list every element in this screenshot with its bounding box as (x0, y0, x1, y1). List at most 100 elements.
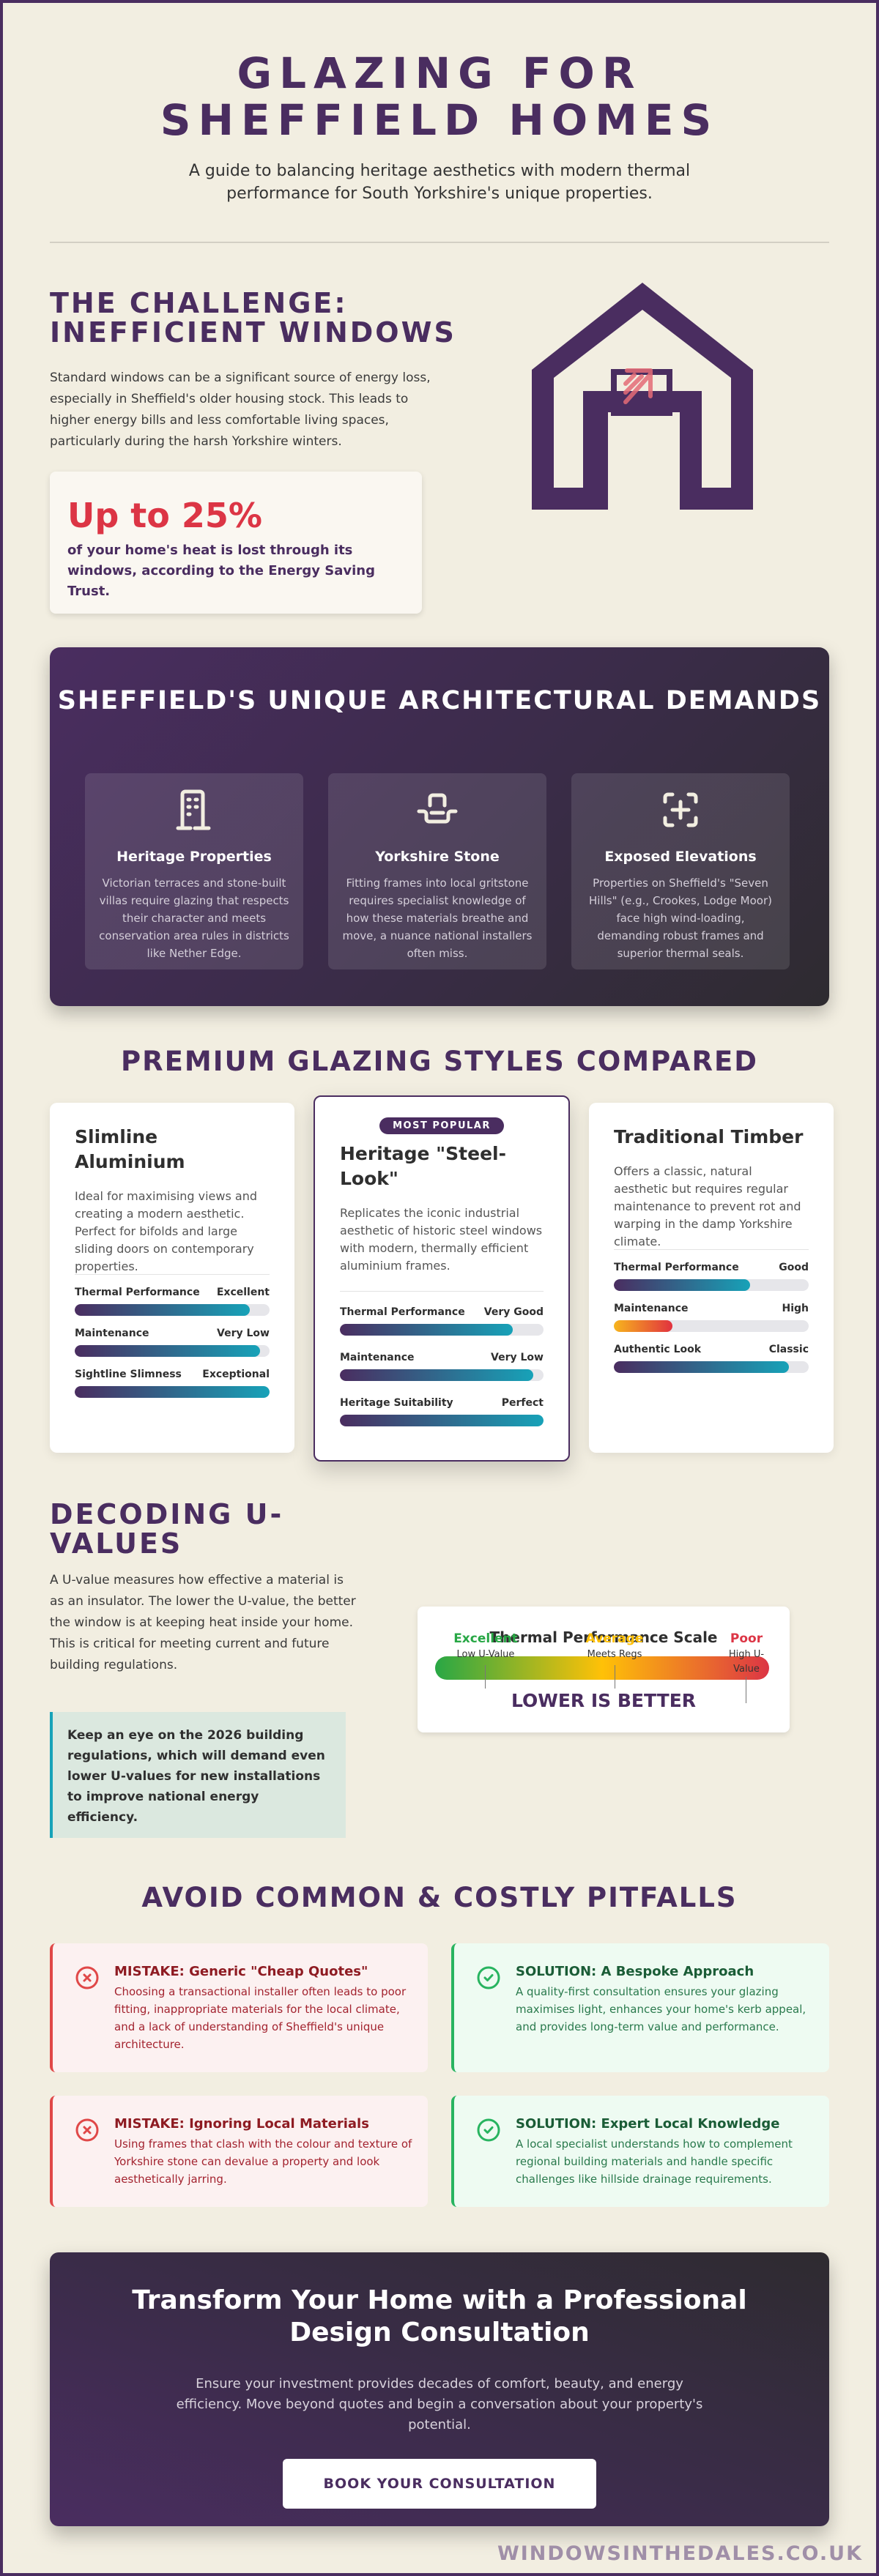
metric-maintenance: Maintenance High (614, 1303, 809, 1332)
metric-value: Very Low (491, 1352, 544, 1363)
scale-label-sub: Meets Regs (587, 1649, 642, 1660)
architectural-demands-panel: SHEFFIELD'S UNIQUE ARCHITECTURAL DEMANDS… (50, 647, 829, 1006)
scale-label-average: Average Meets Regs (574, 1631, 655, 1662)
scale-label-sub: Low U-Value (456, 1649, 515, 1660)
stone-basket-icon (328, 788, 546, 832)
scale-label-sub: High U-Value (728, 1649, 765, 1675)
metric-label: Maintenance (340, 1352, 415, 1363)
metric-value: High (782, 1303, 809, 1314)
pitfall-title: SOLUTION: Expert Local Knowledge (516, 2116, 780, 2132)
most-popular-badge: MOST POPULAR (379, 1117, 504, 1134)
metric-value: Exceptional (202, 1369, 270, 1380)
demand-body: Fitting frames into local gritstone requ… (342, 876, 533, 960)
metric-bar (614, 1361, 809, 1373)
scale-label-title: Excellent (453, 1631, 518, 1646)
style-card-steel-look: MOST POPULAR Heritage "Steel-Look" Repli… (314, 1095, 570, 1462)
stat-card: Up to 25% of your home's heat is lost th… (50, 472, 422, 614)
page-subtitle: A guide to balancing heritage aesthetics… (188, 162, 691, 203)
metric-thermal: Thermal Performance Good (614, 1262, 809, 1291)
cta-title: Transform Your Home with a Professional … (132, 2285, 747, 2348)
metric-label: Maintenance (75, 1328, 149, 1339)
metric-label: Sightline Slimness (75, 1369, 182, 1380)
metric-heritage: Heritage Suitability Perfect (340, 1397, 544, 1426)
demand-title: Heritage Properties (116, 849, 272, 865)
metric-label: Heritage Suitability (340, 1397, 453, 1409)
challenge-title-line-1: THE CHALLENGE: (50, 287, 348, 319)
hero-header: GLAZING FOR SHEFFIELD HOMES A guide to b… (3, 3, 876, 243)
pitfall-body: A quality-first consultation ensures you… (516, 1985, 806, 2033)
pitfall-body: A local specialist understands how to co… (516, 2137, 793, 2186)
pitfall-title: MISTAKE: Generic "Cheap Quotes" (114, 1964, 368, 1979)
style-desc: Offers a classic, natural aesthetic but … (614, 1164, 801, 1248)
metric-authentic: Authentic Look Classic (614, 1344, 809, 1373)
scale-label-title: Average (585, 1631, 644, 1646)
metric-bar (340, 1369, 544, 1381)
scale-label-title: Poor (730, 1631, 763, 1646)
pitfalls-title: AVOID COMMON & COSTLY PITFALLS (141, 1882, 738, 1913)
metric-thermal: Thermal Performance Excellent (75, 1287, 270, 1316)
cta-panel: Transform Your Home with a Professional … (50, 2252, 829, 2526)
metric-value: Good (779, 1262, 809, 1273)
thermal-scale-card: Thermal Performance Scale Excellent Low … (418, 1607, 790, 1732)
metric-bar (340, 1324, 544, 1336)
x-circle-icon (75, 1965, 100, 1993)
metric-value: Very Low (217, 1328, 270, 1339)
scale-label-excellent: Excellent Low U-Value (438, 1631, 533, 1662)
pitfall-body: Using frames that clash with the colour … (114, 2137, 412, 2186)
book-consultation-button[interactable]: BOOK YOUR CONSULTATION (283, 2459, 596, 2509)
divider (75, 1274, 270, 1275)
house-heat-loss-icon (532, 283, 759, 510)
metric-label: Thermal Performance (614, 1262, 739, 1273)
style-title: Slimline Aluminium (75, 1126, 185, 1172)
pitfall-body: Choosing a transactional installer often… (114, 1985, 407, 2051)
building-icon (85, 788, 303, 832)
style-title: Traditional Timber (614, 1126, 804, 1147)
check-circle-icon (476, 1965, 501, 1993)
divider (614, 1249, 809, 1250)
pitfall-title: SOLUTION: A Bespoke Approach (516, 1964, 754, 1979)
u-values-title: DECODING U-VALUES (50, 1498, 284, 1560)
metric-thermal: Thermal Performance Very Good (340, 1306, 544, 1336)
title-line-2: SHEFFIELD HOMES (160, 95, 719, 145)
demand-card-elevations: Exposed Elevations Properties on Sheffie… (571, 773, 790, 969)
cta-body: Ensure your investment provides decades … (176, 2376, 703, 2432)
challenge-title: THE CHALLENGE: INEFFICIENT WINDOWS (50, 289, 456, 347)
metric-bar (75, 1304, 270, 1316)
metric-bar (614, 1320, 809, 1332)
metric-label: Authentic Look (614, 1344, 702, 1355)
divider (340, 1291, 544, 1292)
metric-bar (340, 1415, 544, 1426)
style-title: Heritage "Steel-Look" (340, 1143, 506, 1189)
stat-caption: of your home's heat is lost through its … (67, 543, 375, 599)
metric-value: Perfect (501, 1397, 544, 1409)
pitfall-solution-local-knowledge: SOLUTION: Expert Local Knowledge A local… (451, 2096, 829, 2207)
demand-card-heritage: Heritage Properties Victorian terraces a… (85, 773, 303, 969)
footer-brand[interactable]: WINDOWSINTHEDALES.CO.UK (497, 2542, 863, 2565)
focus-plus-icon (571, 788, 790, 832)
pitfall-mistake-local-materials: MISTAKE: Ignoring Local Materials Using … (50, 2096, 428, 2207)
style-card-aluminium: Slimline Aluminium Ideal for maximising … (50, 1103, 294, 1453)
style-card-timber: Traditional Timber Offers a classic, nat… (589, 1103, 834, 1453)
pitfall-mistake-cheap-quotes: MISTAKE: Generic "Cheap Quotes" Choosing… (50, 1943, 428, 2072)
demands-title: SHEFFIELD'S UNIQUE ARCHITECTURAL DEMANDS (57, 686, 822, 715)
title-line-1: GLAZING FOR (237, 48, 642, 98)
page-title: GLAZING FOR SHEFFIELD HOMES (3, 50, 876, 144)
styles-title: PREMIUM GLAZING STYLES COMPARED (121, 1046, 758, 1077)
metric-label: Thermal Performance (340, 1306, 465, 1318)
scale-tick (485, 1665, 486, 1689)
demand-card-stone: Yorkshire Stone Fitting frames into loca… (328, 773, 546, 969)
metric-value: Classic (768, 1344, 809, 1355)
pitfall-title: MISTAKE: Ignoring Local Materials (114, 2116, 369, 2132)
scale-title: Thermal Performance Scale (489, 1628, 718, 1646)
metric-value: Excellent (216, 1287, 270, 1298)
metric-bar (614, 1279, 809, 1291)
demand-title: Yorkshire Stone (375, 849, 500, 865)
metric-maintenance: Maintenance Very Low (340, 1352, 544, 1381)
pitfall-solution-bespoke: SOLUTION: A Bespoke Approach A quality-f… (451, 1943, 829, 2072)
scale-label-poor: Poor High U-Value (721, 1631, 772, 1677)
challenge-title-line-2: INEFFICIENT WINDOWS (50, 316, 456, 349)
metric-bar (75, 1345, 270, 1357)
scale-gradient-bar (435, 1656, 769, 1680)
challenge-body: Standard windows can be a significant so… (50, 371, 431, 449)
x-circle-icon (75, 2118, 100, 2145)
